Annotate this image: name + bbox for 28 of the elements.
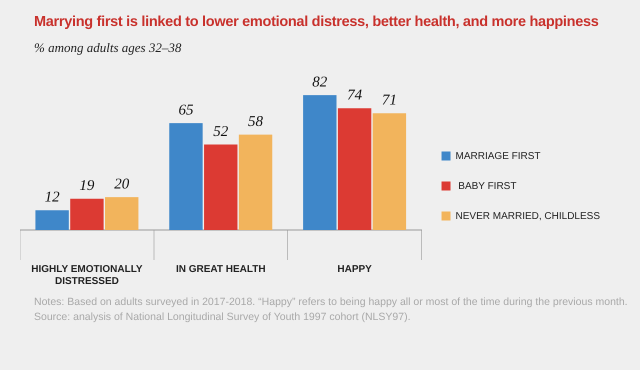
legend-label: MARRIAGE FIRST [456, 150, 541, 162]
legend-label: BABY FIRST [456, 180, 516, 192]
data-label: 58 [248, 114, 264, 130]
data-label: 20 [114, 176, 130, 193]
data-label: 71 [382, 92, 397, 109]
data-label: 65 [178, 102, 194, 119]
bar [169, 123, 203, 230]
data-label: 52 [213, 124, 229, 140]
bar [70, 198, 104, 230]
bar [372, 113, 406, 230]
x-tick-label: IN GREAT HEALTH [176, 264, 266, 275]
bar [238, 134, 272, 230]
text: Notes: Based on adults surveyed in 2017-2018. “Happy” refers to being happy all or most of the time during the previous month. [34, 295, 628, 310]
bar [35, 210, 69, 230]
data-label: 74 [347, 88, 363, 104]
data-label: 82 [312, 74, 328, 91]
source-note: Source: analysis of National Longitudinal Survey of Youth 1997 cohort (NLSY97). [34, 310, 412, 325]
bar [303, 95, 337, 230]
chart-subtitle: % among adults ages 32–38 [34, 40, 182, 56]
data-label: 12 [44, 190, 60, 206]
x-tick-label: HAPPY [337, 264, 372, 275]
data-label: 19 [79, 178, 95, 194]
bar [105, 197, 138, 230]
chart-title: Marrying first is linked to lower emotional distress, better health, and more happiness [34, 14, 599, 30]
bar [204, 144, 238, 230]
x-tick-label: HIGHLY EMOTIONALLY DISTRESSED [31, 264, 143, 287]
legend-label: NEVER MARRIED, CHILDLESS [456, 210, 600, 222]
bar [338, 108, 372, 230]
